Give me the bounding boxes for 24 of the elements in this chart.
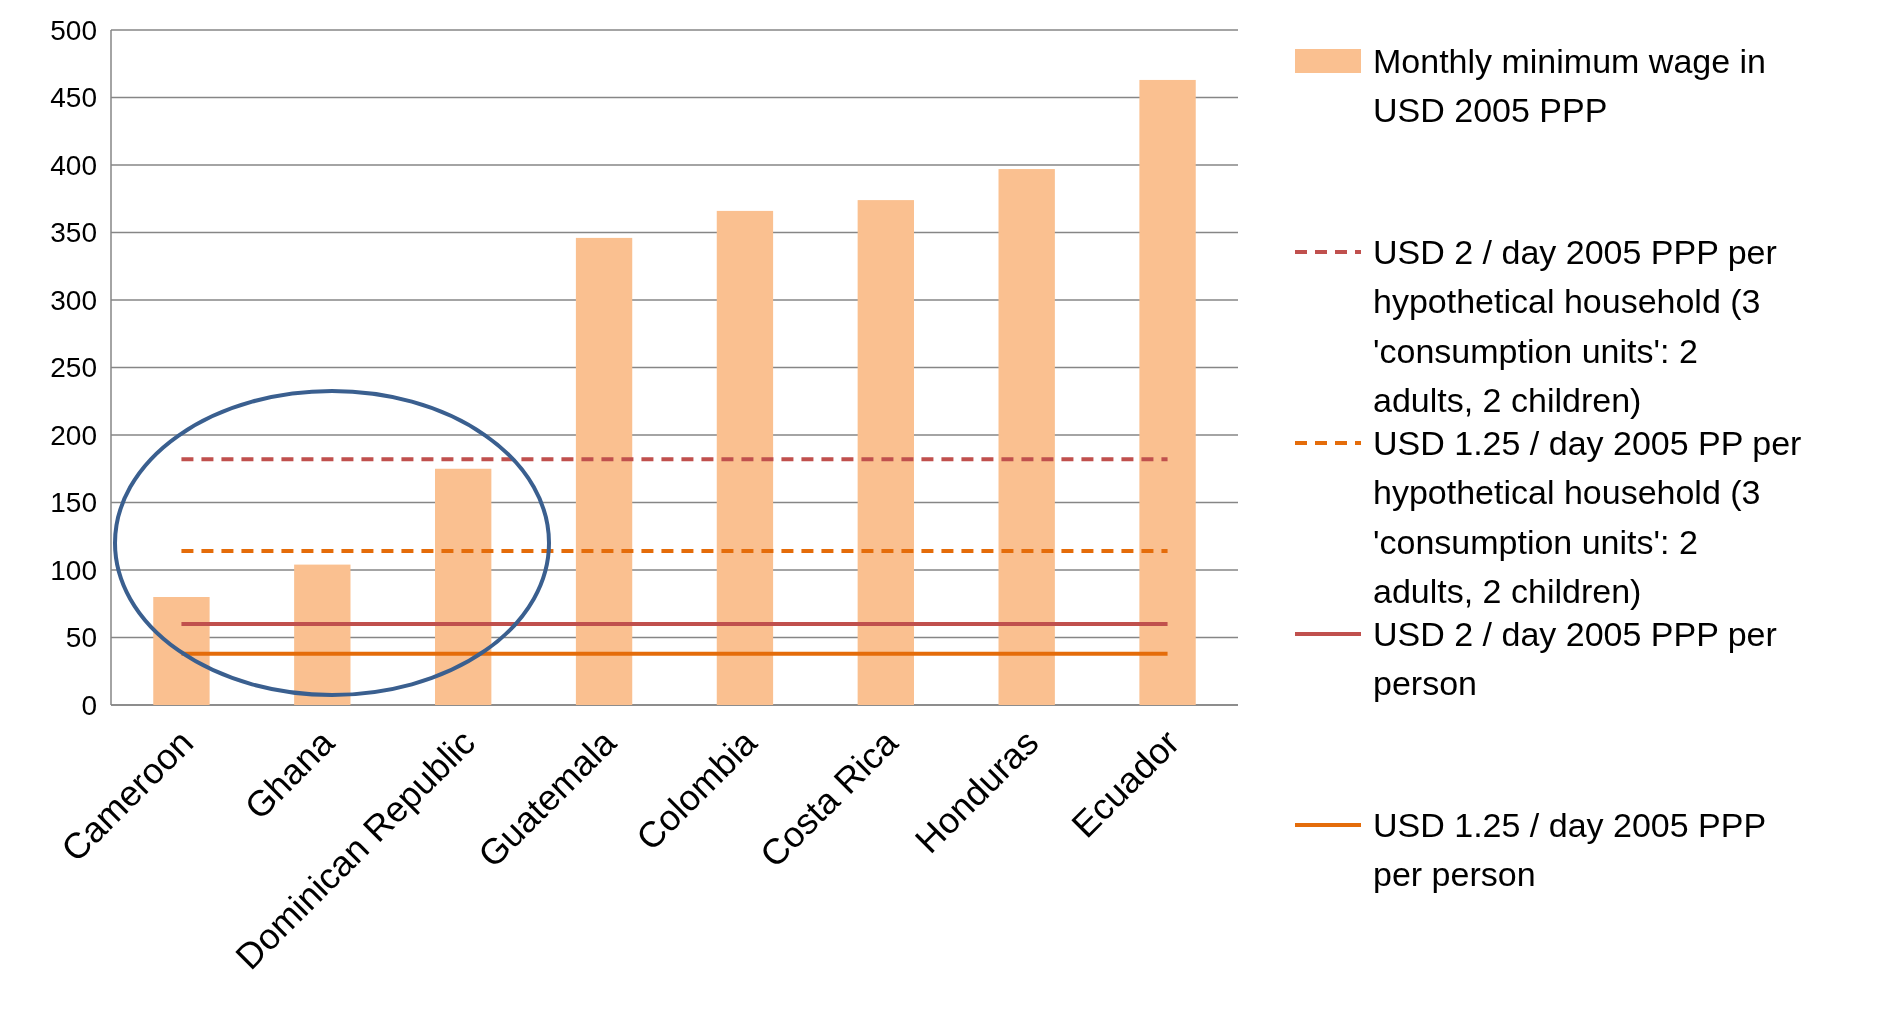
legend-label: USD 2 / day 2005 PPP per person [1373,614,1777,703]
y-tick-label: 50 [65,622,97,654]
y-tick-label: 250 [50,352,97,384]
y-tick-label: 100 [50,554,97,586]
bar [435,468,492,705]
y-tick-label: 0 [81,689,97,721]
y-tick-label: 150 [50,487,97,519]
bar [153,597,210,705]
y-tick-label: 500 [50,14,97,46]
bar [575,237,633,705]
bar [716,210,774,705]
legend-label: USD 1.25 / day 2005 PPP per person [1373,805,1767,894]
bar [294,564,351,705]
y-tick-label: 350 [50,217,97,249]
bar [1139,79,1196,705]
y-tick-label: 450 [50,82,97,114]
legend-label: USD 2 / day 2005 PPP per hypothetical household (3 'consumption units': 2 adults, 2 children) [1373,232,1777,419]
bar [857,200,914,705]
y-tick-label: 300 [50,284,97,316]
legend-label: Monthly minimum wage in USD 2005 PPP [1373,41,1767,130]
y-tick-label: 200 [50,419,97,451]
legend-label: USD 1.25 / day 2005 PP per hypothetical household (3 'consumption units': 2 adults, 2 children) [1373,423,1802,610]
bar [998,169,1055,705]
y-tick-label: 400 [50,149,97,181]
